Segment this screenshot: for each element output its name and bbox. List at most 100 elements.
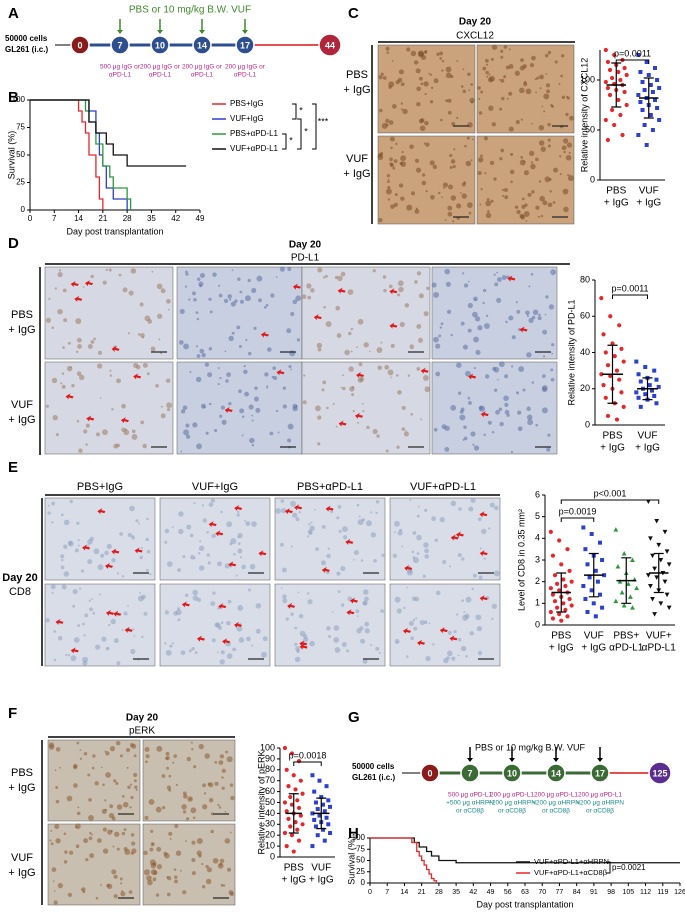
day-node [648, 761, 672, 785]
texture [239, 556, 243, 559]
texture [129, 783, 133, 786]
texture [289, 350, 296, 357]
arrow-marker [113, 610, 122, 617]
texture [90, 274, 94, 279]
texture [320, 560, 327, 566]
texture [275, 276, 278, 278]
texture [338, 529, 342, 533]
texture [514, 70, 520, 76]
texture [131, 841, 136, 846]
texture [222, 884, 226, 887]
texture [195, 311, 199, 315]
texture [519, 87, 525, 94]
texture [499, 157, 503, 161]
texture [455, 613, 459, 616]
texture [77, 539, 80, 542]
data-point [613, 527, 619, 532]
texture [549, 190, 552, 193]
texture [333, 625, 340, 631]
arrow-marker [325, 505, 334, 512]
texture [127, 532, 132, 538]
texture [539, 87, 542, 90]
y-tick-label: 25 [16, 178, 25, 187]
texture [57, 882, 64, 889]
arrow-marker [70, 647, 79, 654]
texture [559, 173, 562, 176]
texture [520, 156, 523, 159]
texture [450, 500, 457, 507]
texture [205, 864, 209, 869]
texture [403, 606, 406, 610]
texture [413, 557, 419, 564]
texture [322, 380, 327, 385]
texture [65, 653, 68, 657]
y-tick-label: 0 [270, 851, 275, 861]
label: or αCD8β [498, 808, 526, 815]
texture [405, 430, 407, 433]
texture [468, 211, 472, 215]
texture [400, 82, 405, 87]
texture [380, 341, 383, 344]
texture [127, 785, 131, 789]
data-point [603, 79, 608, 85]
data-point [656, 542, 662, 548]
texture [82, 656, 89, 663]
texture [504, 409, 510, 415]
data-point [310, 773, 315, 778]
texture [568, 151, 571, 155]
label: or αCD8β [586, 808, 614, 815]
significance-bracket [560, 499, 660, 504]
texture [139, 555, 143, 560]
data-point [291, 849, 296, 854]
texture [198, 552, 201, 555]
texture [390, 343, 395, 348]
significance-bracket [612, 294, 648, 299]
texture [363, 589, 369, 595]
texture [196, 838, 203, 845]
texture [152, 877, 157, 882]
texture [70, 366, 72, 369]
x-tick-label: 0 [368, 889, 372, 896]
data-point [652, 368, 657, 373]
texture [423, 142, 426, 145]
texture [107, 829, 113, 835]
texture [295, 517, 300, 522]
data-point [293, 820, 298, 825]
texture [113, 874, 118, 879]
texture [76, 419, 80, 423]
texture [483, 288, 487, 293]
texture [229, 831, 232, 834]
micrograph [377, 135, 476, 225]
texture [519, 65, 525, 71]
texture [467, 400, 472, 405]
texture [177, 568, 182, 573]
texture [70, 655, 77, 662]
texture [130, 268, 137, 274]
texture [491, 603, 497, 609]
texture [106, 883, 113, 890]
arrow-marker [133, 373, 142, 380]
x-tick-label: 35 [452, 889, 460, 896]
texture [208, 502, 214, 507]
texture [227, 867, 232, 872]
arrowhead [117, 30, 123, 34]
texture [346, 649, 350, 653]
texture [189, 371, 192, 373]
y-tick-label: 80 [580, 274, 590, 284]
texture [55, 433, 59, 437]
texture [146, 875, 152, 881]
day-label: 0 [427, 768, 432, 778]
texture [191, 748, 194, 751]
texture [494, 505, 499, 511]
texture [182, 791, 187, 796]
texture [396, 608, 402, 614]
y-tick-label: 20 [580, 383, 590, 393]
texture [196, 597, 202, 602]
texture [235, 574, 238, 577]
label: + IgG [343, 84, 370, 96]
label: αPD-L1 [109, 72, 132, 79]
texture [198, 281, 204, 287]
y-tick-label: 100 [580, 74, 595, 84]
texture [433, 427, 438, 432]
significance: *** [318, 116, 329, 126]
